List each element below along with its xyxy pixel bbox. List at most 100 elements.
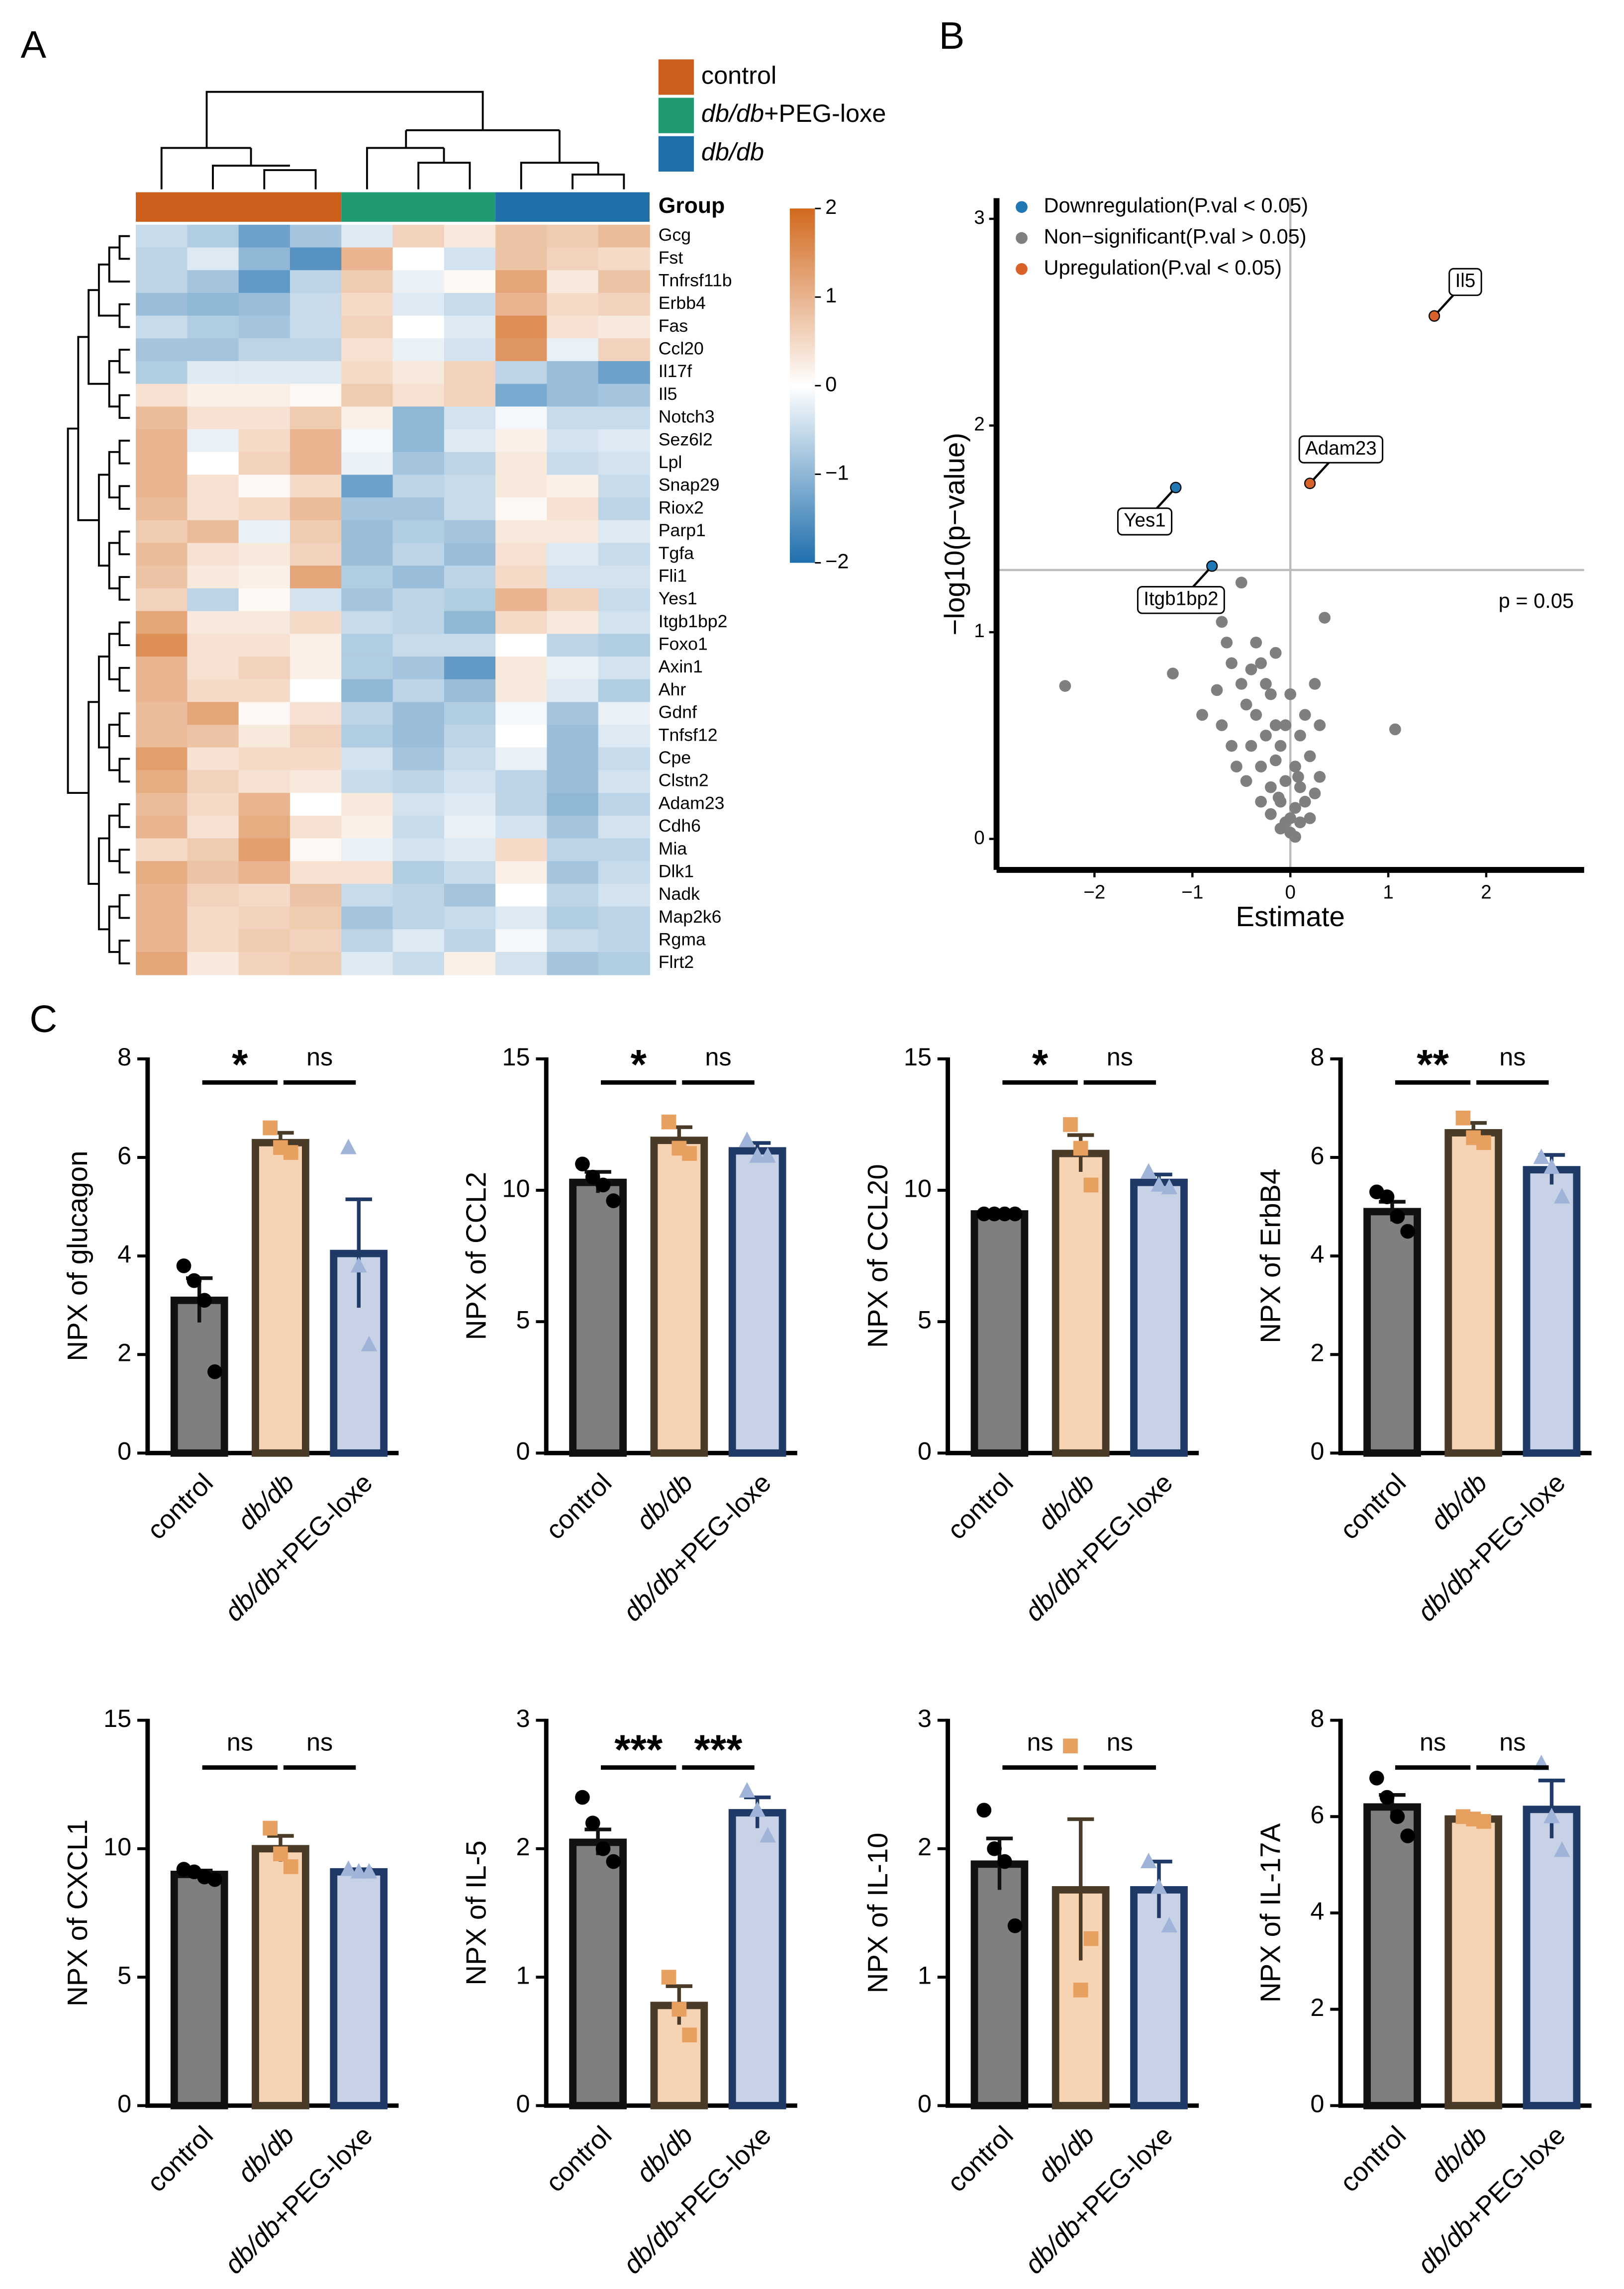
heatmap-cell (495, 361, 548, 384)
heatmap-cell (289, 270, 342, 293)
data-point (1063, 1117, 1078, 1132)
heatmap-cell (495, 634, 548, 657)
label-box (1137, 586, 1225, 614)
heatmap-cell (136, 883, 188, 907)
heatmap-cell (495, 338, 548, 362)
data-point (1140, 1163, 1157, 1179)
heatmap-cell (444, 292, 496, 316)
heatmap-cell (444, 520, 496, 544)
heatmap-cell (187, 247, 239, 271)
heatmap-cell (289, 588, 342, 612)
heatmap-cell (444, 952, 496, 975)
heatmap-cell (341, 952, 393, 975)
heatmap-cell (136, 611, 188, 635)
point (1250, 709, 1262, 721)
row-label: Map2k6 (659, 907, 722, 927)
heatmap-cell (598, 770, 650, 794)
y-axis-label: NPX of IL-5 (461, 1840, 492, 1985)
x-tick-label: 1 (1383, 882, 1393, 903)
y-tick-label: 3 (516, 1704, 530, 1732)
heatmap-cell (598, 611, 650, 635)
heatmap-cell (341, 747, 393, 771)
point (1255, 761, 1267, 773)
bar (650, 1137, 708, 1457)
legend-label: db/db+PEG-loxe (701, 99, 886, 128)
heatmap-cell (341, 338, 393, 362)
heatmap-cell (187, 361, 239, 384)
bar (728, 1147, 786, 1457)
heatmap-cell (238, 588, 290, 612)
heatmap-cell (444, 566, 496, 589)
heatmap-cell (341, 543, 393, 567)
heatmap-cell (238, 634, 290, 657)
heatmap-cell (444, 725, 496, 748)
heatmap-cell (392, 883, 445, 907)
heatmap-cell (136, 270, 188, 293)
data-point (1455, 1110, 1471, 1126)
point (1279, 775, 1292, 787)
heatmap-cell (547, 883, 599, 907)
data-point (575, 1790, 590, 1805)
heatmap-cell (392, 952, 445, 975)
point (1059, 680, 1071, 692)
bar (1444, 1129, 1503, 1457)
heatmap-cell (392, 929, 445, 953)
data-point (1543, 1808, 1560, 1823)
colorbar-tick-label: −2 (825, 550, 849, 573)
row-label: Ccl20 (659, 339, 704, 359)
legend-label: Non−significant(P.val > 0.05) (1044, 225, 1307, 248)
point (1274, 740, 1287, 752)
point (1211, 684, 1223, 696)
heatmap-cell (187, 747, 239, 771)
heatmap-cell (392, 815, 445, 839)
heatmap-cell (187, 270, 239, 293)
y-tick-label: 8 (117, 1043, 131, 1071)
heatmap-cell (392, 611, 445, 635)
heatmap-cell (238, 656, 290, 680)
point (1226, 657, 1238, 669)
y-tick-label: 3 (974, 207, 984, 228)
data-point (606, 1854, 621, 1869)
row-label: Mia (659, 839, 687, 858)
heatmap-cell (341, 475, 393, 498)
row-label: Tnfrsf11b (659, 270, 732, 290)
data-point (197, 1293, 212, 1308)
point-label: Adam23 (1305, 438, 1377, 459)
heatmap-cell (136, 679, 188, 703)
heatmap-cell (289, 452, 342, 476)
data-point (997, 1206, 1012, 1222)
heatmap-cell (547, 634, 599, 657)
heatmap-cell (341, 679, 393, 703)
heatmap-cell (289, 224, 342, 248)
colorbar-tick-label: 2 (825, 195, 837, 218)
italic-part: db/db (701, 138, 764, 166)
heatmap-cell (136, 634, 188, 657)
point (1260, 678, 1272, 690)
y-tick-label: 5 (918, 1306, 932, 1334)
heatmap-cell (547, 315, 599, 339)
legend-label: control (701, 61, 776, 89)
row-label: Sez6l2 (659, 429, 713, 449)
heatmap-cell (341, 725, 393, 748)
heatmap-cell (341, 452, 393, 476)
heatmap-cell (136, 747, 188, 771)
heatmap-cell (341, 361, 393, 384)
heatmap-cell (136, 793, 188, 816)
point (1269, 647, 1282, 659)
heatmap-cell (187, 770, 239, 794)
y-tick-label: 8 (1310, 1043, 1324, 1071)
point (1292, 771, 1304, 783)
significance-label: ns (705, 1043, 731, 1071)
heatmap-cell (136, 906, 188, 930)
y-tick-label: 2 (1310, 1338, 1324, 1367)
significance-label: * (1032, 1042, 1049, 1088)
heatmap-cell (495, 815, 548, 839)
y-tick-label: 0 (918, 1437, 932, 1465)
y-tick-label: 0 (117, 2090, 131, 2118)
heatmap-cell (392, 793, 445, 816)
heatmap-cell (547, 725, 599, 748)
heatmap-cell (341, 838, 393, 862)
heatmap-cell (547, 406, 599, 430)
data-point (1476, 1135, 1491, 1150)
row-label: Cdh6 (659, 816, 701, 836)
